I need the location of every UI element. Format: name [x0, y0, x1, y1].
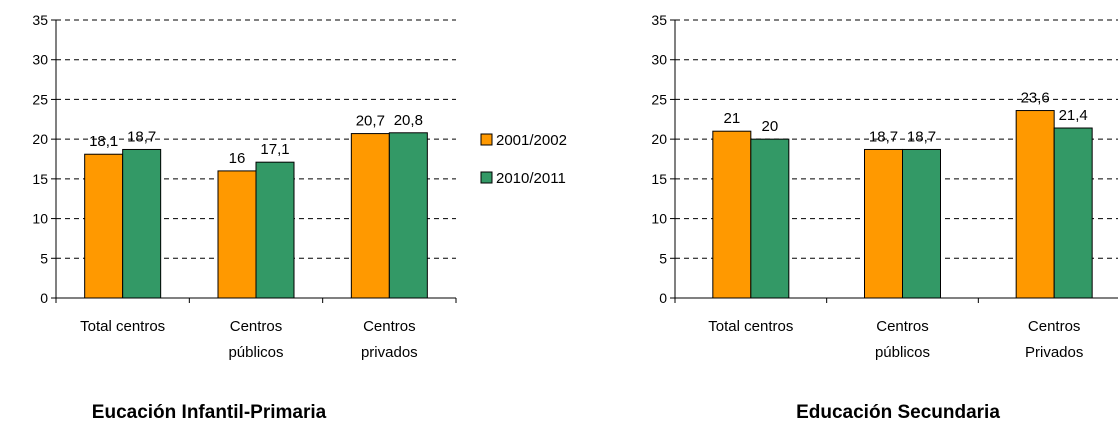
data-label: 20,7 — [356, 113, 385, 130]
category-label: públicos — [228, 344, 283, 361]
category-label: Centros — [363, 318, 416, 335]
bar-2010-2011 — [388, 132, 428, 299]
y-tick-label: 20 — [651, 131, 667, 147]
y-tick-label: 25 — [651, 91, 667, 107]
bar-2001-2002 — [84, 153, 124, 299]
chart-right: 0 5 10 15 20 25 30 35 Total centros 21 20 Centros pú… — [651, 12, 1118, 423]
bar-2010-2011 — [122, 148, 162, 299]
y-tick-label: 10 — [32, 211, 48, 227]
bar-2001-2002 — [712, 130, 752, 299]
data-label: 21,4 — [1059, 107, 1088, 124]
legend-swatch — [480, 171, 493, 184]
y-tick-label: 0 — [40, 290, 48, 306]
bar-2010-2011 — [1053, 127, 1093, 299]
data-label: 18,7 — [127, 128, 156, 145]
y-tick-label: 25 — [32, 91, 48, 107]
legend-label: 2010/2011 — [496, 170, 566, 187]
data-label: 23,6 — [1021, 90, 1050, 107]
bar-2010-2011 — [902, 148, 941, 299]
legend-label: 2001/2002 — [496, 132, 567, 149]
category-label: privados — [361, 344, 418, 361]
y-tick-label: 30 — [651, 52, 667, 68]
y-tick-label: 35 — [32, 12, 48, 28]
bar-2010-2011 — [255, 161, 295, 299]
data-label: 18,7 — [907, 128, 936, 145]
category-label: Centros — [876, 318, 929, 335]
bar-2001-2002 — [350, 133, 390, 299]
category-label: Centros — [230, 318, 283, 335]
y-tick-label: 5 — [40, 250, 48, 266]
legend-swatch — [480, 133, 493, 146]
category-label: Privados — [1025, 344, 1083, 361]
data-label: 18,1 — [89, 133, 118, 150]
data-label: 17,1 — [260, 141, 289, 158]
y-tick-label: 15 — [651, 171, 667, 187]
y-tick-label: 15 — [32, 171, 48, 187]
data-label: 20 — [761, 118, 778, 135]
bar-2001-2002 — [1015, 110, 1055, 299]
data-label: 21 — [723, 110, 740, 127]
y-tick-label: 35 — [651, 12, 667, 28]
data-label: 18,7 — [869, 128, 898, 145]
chart-title: Eucación Infantil-Primaria — [92, 402, 327, 423]
category-label: Centros — [1028, 318, 1081, 335]
y-tick-label: 20 — [32, 131, 48, 147]
category-label: Total centros — [80, 318, 165, 335]
chart-left: 0 5 10 15 20 25 30 35 Total centros 18,1 18,7 Centr… — [32, 12, 457, 423]
y-tick-label: 5 — [659, 250, 667, 266]
bar-2001-2002 — [217, 170, 257, 299]
bar-2001-2002 — [864, 148, 903, 299]
bar-2010-2011 — [750, 138, 790, 299]
category-label: Total centros — [708, 318, 793, 335]
data-label: 20,8 — [394, 112, 423, 129]
chart-title: Educación Secundaria — [796, 402, 1000, 423]
y-tick-label: 10 — [651, 211, 667, 227]
category-label: públicos — [875, 344, 930, 361]
y-tick-label: 30 — [32, 52, 48, 68]
data-label: 16 — [229, 150, 246, 167]
legend: 2001/2002 2010/2011 — [480, 132, 567, 187]
y-tick-label: 0 — [659, 290, 667, 306]
